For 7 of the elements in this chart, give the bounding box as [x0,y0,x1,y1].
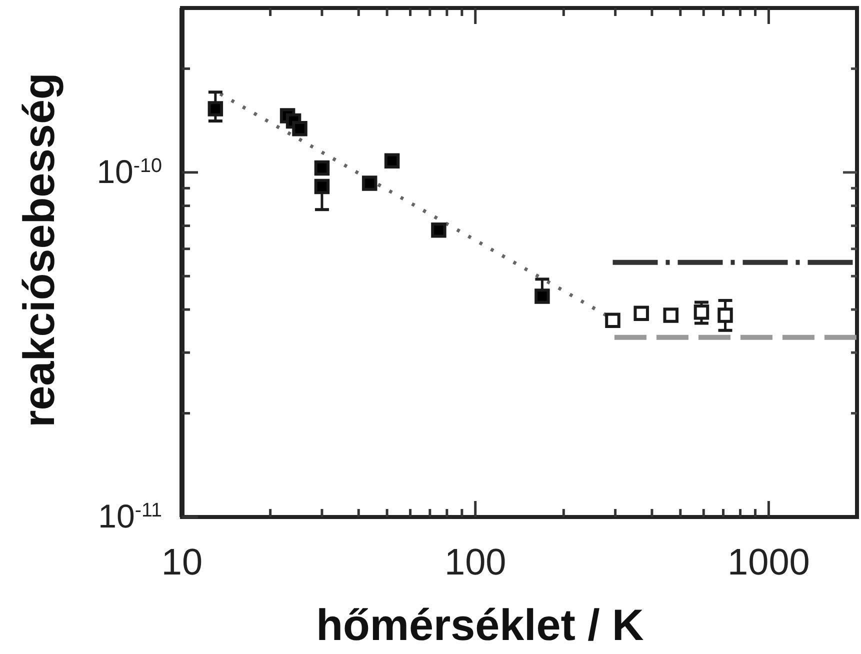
x-tick-label: 1000 [728,541,810,582]
y-tick-label: 10$^{-10}$ [96,152,162,190]
x-tick-label: 100 [444,541,506,582]
y-axis-title: reakciósebesség [15,72,64,428]
x-axis-title: hőmérséklet / K [316,601,644,650]
y-tick-label: 10$^{-11}$ [98,498,162,535]
x-tick-label: 10 [161,541,203,582]
